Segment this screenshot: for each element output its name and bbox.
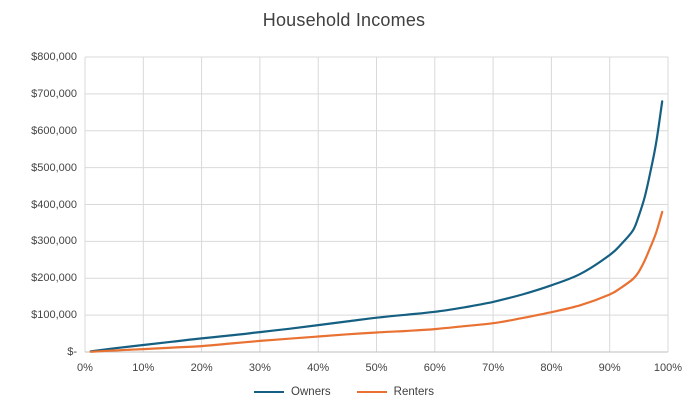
owners-line-swatch-icon — [254, 391, 285, 393]
y-axis-tick-label: $800,000 — [31, 51, 77, 63]
y-axis-tick-label: $300,000 — [31, 235, 77, 248]
renters-line-swatch-icon — [356, 391, 387, 393]
x-axis-tick-label: 90% — [598, 362, 621, 374]
owners-line — [89, 100, 664, 353]
x-axis-tick-label: 10% — [132, 362, 155, 374]
x-axis-tick-label: 60% — [423, 362, 446, 374]
x-axis-tick-label: 100% — [653, 362, 683, 374]
legend: Owners Renters — [0, 386, 688, 398]
y-axis-tick-label: $100,000 — [31, 309, 77, 322]
y-axis-tick-label: $200,000 — [31, 272, 77, 285]
renters-line — [89, 210, 664, 353]
legend-label-owners: Owners — [291, 386, 331, 398]
y-axis-tick-label: $500,000 — [31, 161, 77, 174]
legend-label-renters: Renters — [393, 386, 434, 398]
legend-item-owners: Owners — [254, 386, 331, 398]
legend-item-renters: Renters — [356, 386, 434, 398]
x-axis-tick-label: 70% — [482, 362, 505, 374]
x-axis-tick-label: 80% — [540, 362, 563, 374]
x-axis-tick-label: 50% — [365, 362, 388, 374]
y-axis-tick-label: $700,000 — [31, 87, 77, 100]
y-axis-tick-label: $600,000 — [31, 124, 77, 137]
x-axis-tick-label: 0% — [77, 362, 93, 374]
x-axis-tick-label: 30% — [248, 362, 271, 374]
x-axis-tick-label: 20% — [190, 362, 213, 374]
y-axis-tick-label: $- — [67, 346, 77, 358]
x-axis-tick-label: 40% — [307, 362, 330, 374]
chart-title: Household Incomes — [262, 10, 426, 30]
y-axis-tick-label: $400,000 — [31, 198, 77, 211]
